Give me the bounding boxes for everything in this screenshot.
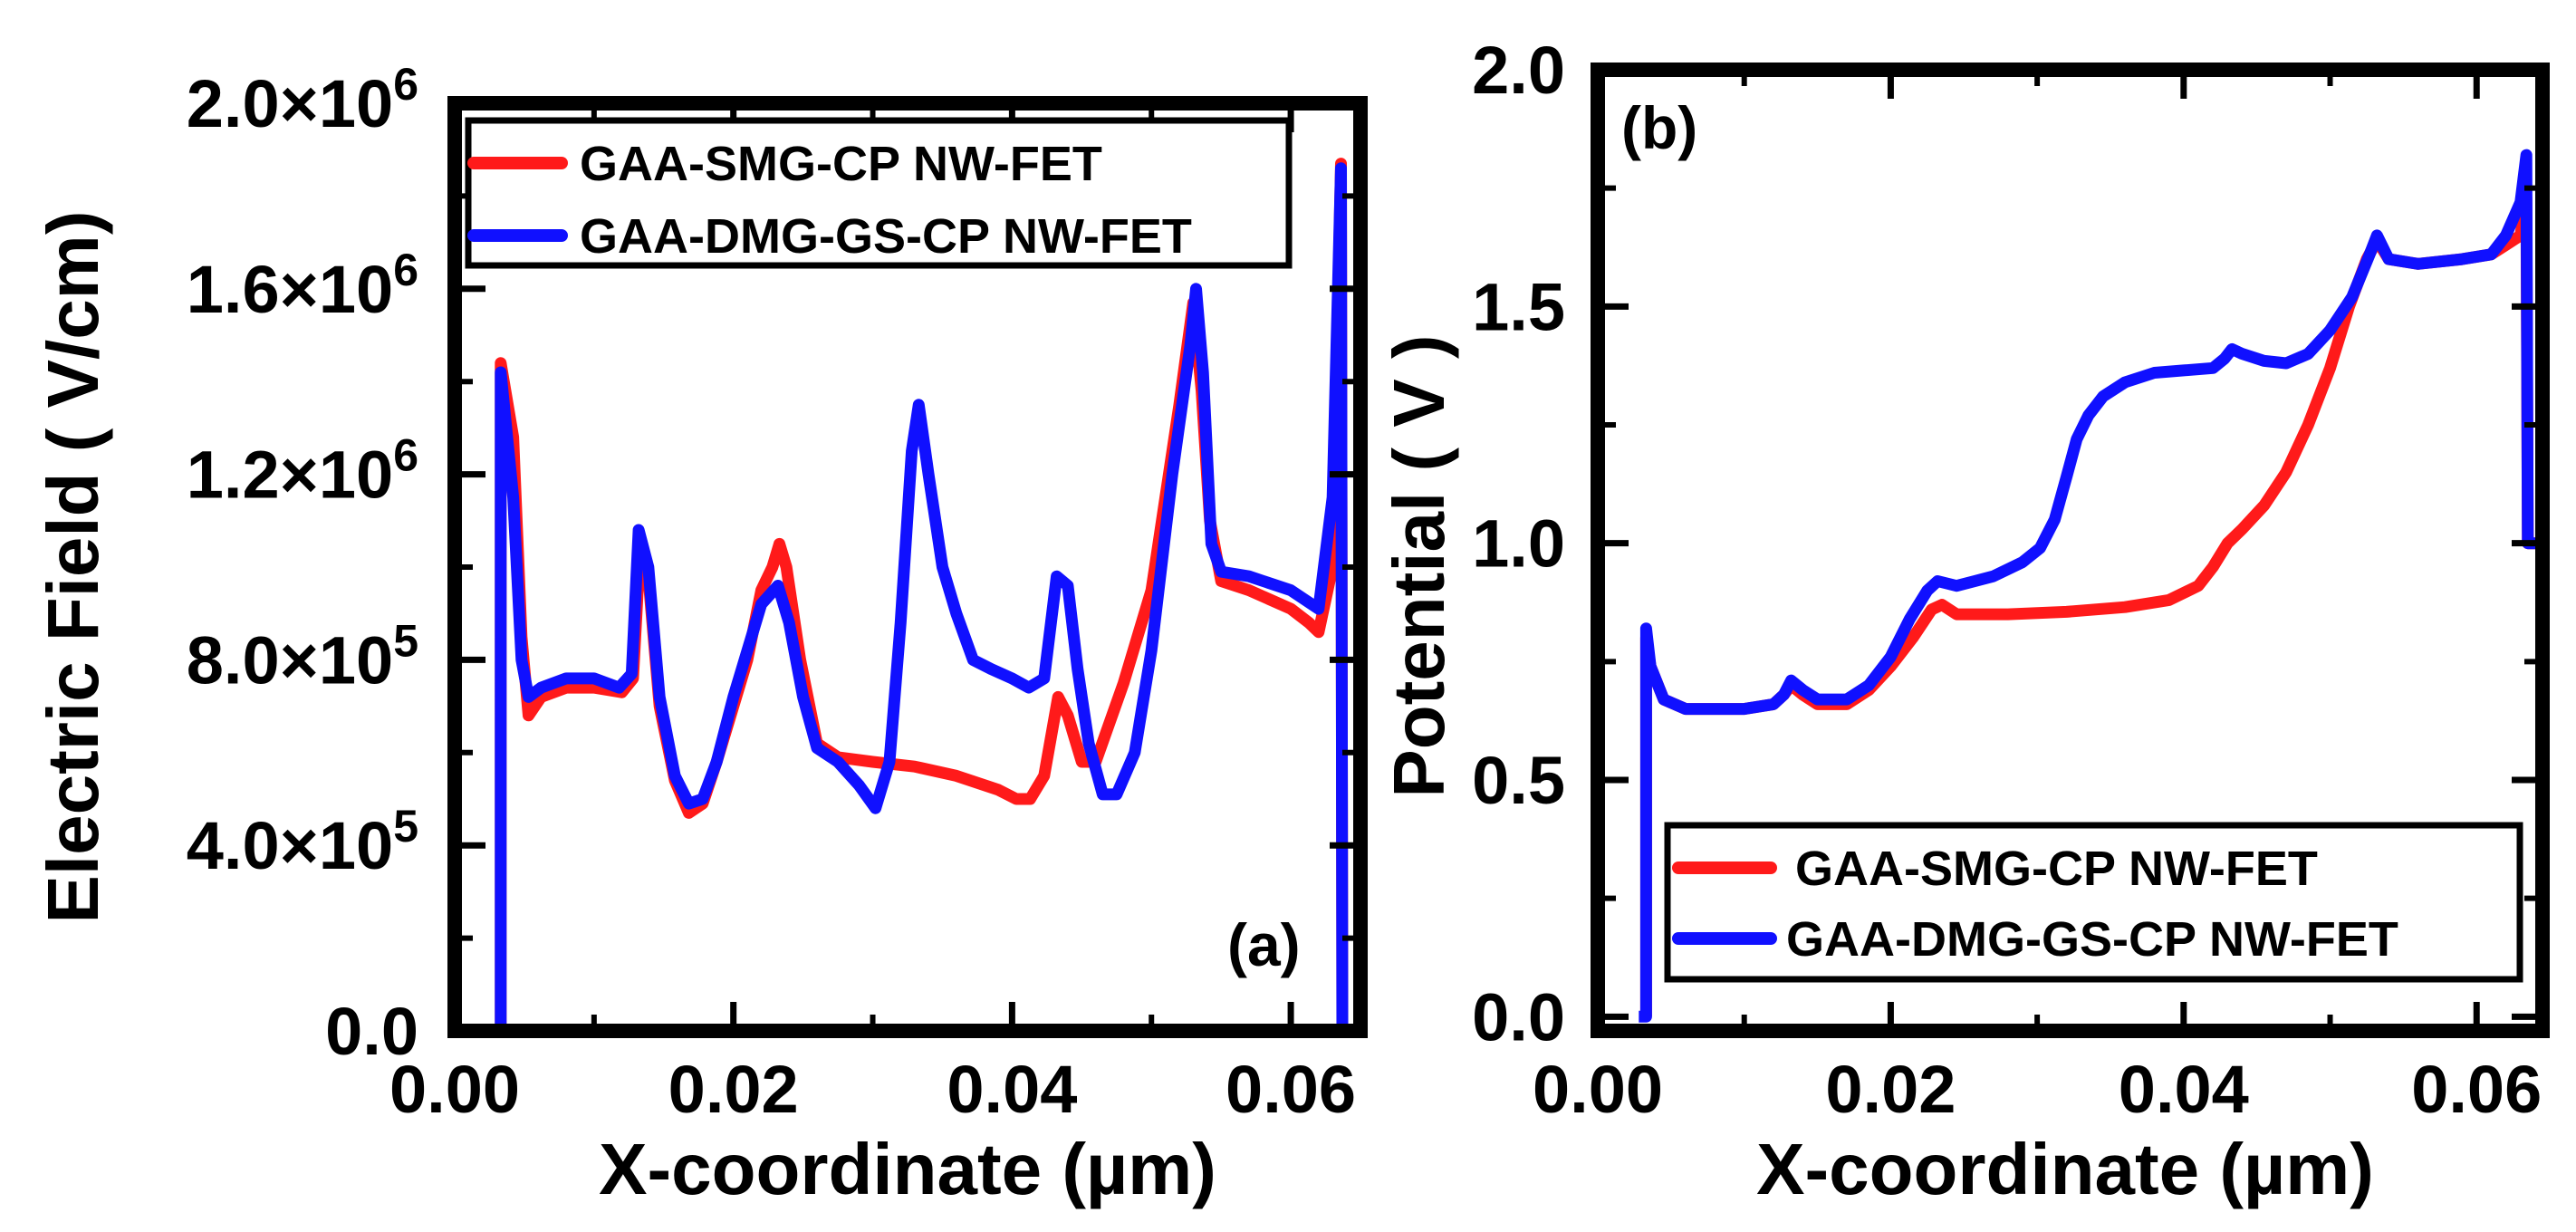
panel-b-label: (b) [1621,94,1697,161]
panel-a-y-tick-label: 1.6×106 [187,245,418,327]
panel-a-y-tick-label: 1.2×106 [187,430,418,513]
panel-a-legend-box [465,117,1293,269]
panel-b: 0.00 0.02 0.04 0.06 0.0 0.5 1.0 1.5 2.0 (b) X-c… [1379,33,2550,1209]
panel-b-plot-frame [1591,63,2550,1038]
panel-a-plot-frame [447,96,1368,1038]
panel-a-y-tick-label: 8.0×105 [187,615,418,698]
panel-a-series-2-line [495,162,1349,1032]
panel-a-legend-label-1: GAA-SMG-CP NW-FET [580,137,1102,191]
panel-b-x-tick-label: 0.06 [2411,1052,2542,1127]
panel-a-x-tick-label: 0.04 [947,1052,1077,1127]
panel-a-y-tick-labels: 0.0 4.0×105 8.0×105 1.2×106 1.6×106 2.0×106 [187,59,418,1069]
panel-b-y-tick-label: 0.5 [1472,743,1565,818]
panel-b-legend-box [1664,822,2523,983]
panel-a-y-tick-label: 0.0 [325,994,418,1069]
panel-a: 0.00 0.02 0.04 0.06 0.0 4.0×105 8.0×105 1.2×10… [33,59,1368,1209]
panel-b-x-tick-label: 0.04 [2119,1052,2249,1127]
panel-a-x-tick-label: 0.06 [1226,1052,1356,1127]
panel-b-legend-label-1: GAA-SMG-CP NW-FET [1795,842,2318,896]
panel-a-y-tick-label: 2.0×106 [187,59,418,141]
panel-a-x-tick-label: 0.02 [668,1052,799,1127]
panel-a-x-axis-title: X-coordinate (µm) [599,1129,1216,1209]
panel-b-y-tick-label: 0.0 [1472,979,1565,1054]
panel-b-legend: GAA-SMG-CP NW-FET GAA-DMG-GS-CP NW-FET [1664,822,2523,983]
panel-a-legend: GAA-SMG-CP NW-FET GAA-DMG-GS-CP NW-FET [465,117,1293,269]
panel-b-y-tick-label: 2.0 [1472,33,1565,108]
panel-a-x-tick-label: 0.00 [389,1052,520,1127]
panel-a-series-1-line [495,158,1349,1032]
panel-b-legend-label-2: GAA-DMG-GS-CP NW-FET [1786,912,2398,967]
panel-a-legend-label-2: GAA-DMG-GS-CP NW-FET [580,209,1192,264]
panel-a-series-lines [495,158,1349,1032]
panel-b-y-axis-title: Potential ( V ) [1379,334,1459,797]
panel-a-x-tick-labels: 0.00 0.02 0.04 0.06 [389,1052,1356,1127]
panel-b-x-axis-title: X-coordinate (µm) [1756,1129,2374,1209]
panel-a-y-axis-title: Electric Field ( V/cm) [33,211,113,924]
panel-b-y-tick-labels: 0.0 0.5 1.0 1.5 2.0 [1472,33,1565,1054]
panel-b-y-tick-label: 1.0 [1472,506,1565,582]
panel-b-x-tick-labels: 0.00 0.02 0.04 0.06 [1533,1052,2542,1127]
panel-b-x-tick-label: 0.00 [1533,1052,1663,1127]
panel-a-y-tick-label: 4.0×105 [187,801,418,883]
panel-b-series-lines [1639,149,2542,1023]
panel-a-label: (a) [1227,911,1301,978]
panel-b-x-tick-label: 0.02 [1825,1052,1956,1127]
panel-b-series-2-line [1639,149,2542,1023]
panel-b-y-tick-label: 1.5 [1472,269,1565,344]
